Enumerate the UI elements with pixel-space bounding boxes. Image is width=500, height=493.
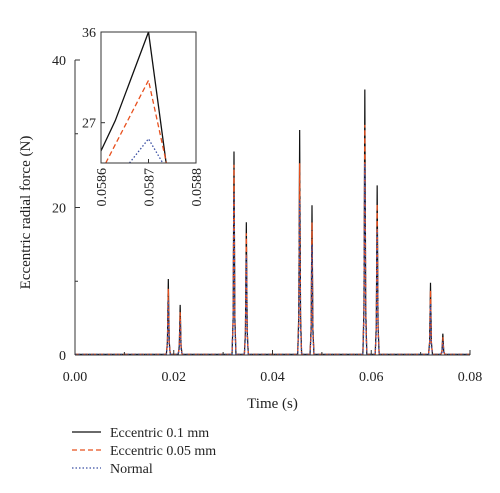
inset-background xyxy=(101,32,196,163)
legend: Eccentric 0.1 mm Eccentric 0.05 mm Normal xyxy=(72,426,216,477)
series-line-1 xyxy=(75,124,470,356)
x-tick-label: 0.00 xyxy=(63,370,88,385)
inset-x-tick-label: 0.0587 xyxy=(143,168,158,207)
legend-label-1: Eccentric 0.05 mm xyxy=(110,444,216,459)
inset-x-tick-label: 0.0586 xyxy=(95,168,110,207)
main-series-group xyxy=(75,89,470,356)
y-tick-label: 0 xyxy=(59,349,66,364)
y-axis-title: Eccentric radial force (N) xyxy=(18,136,34,290)
inset-series-line-0 xyxy=(101,32,167,163)
inset-x-tick-label: 0.0588 xyxy=(190,168,205,207)
x-tick-label: 0.02 xyxy=(162,370,187,385)
y-tick-label: 40 xyxy=(52,54,66,69)
legend-label-0: Eccentric 0.1 mm xyxy=(110,426,209,441)
x-axis-title: Time (s) xyxy=(247,396,298,412)
series-line-2 xyxy=(75,163,470,356)
inset-y-tick-label: 36 xyxy=(82,26,96,41)
x-tick-label: 0.08 xyxy=(458,370,483,385)
inset-series-line-2 xyxy=(128,137,164,163)
inset-series-line-1 xyxy=(105,78,168,163)
y-tick-label: 20 xyxy=(52,202,66,217)
inset-series-group xyxy=(101,32,168,163)
inset-y-tick-label: 27 xyxy=(82,117,96,132)
legend-label-2: Normal xyxy=(110,462,153,477)
x-tick-label: 0.04 xyxy=(260,370,285,385)
x-tick-label: 0.06 xyxy=(359,370,384,385)
